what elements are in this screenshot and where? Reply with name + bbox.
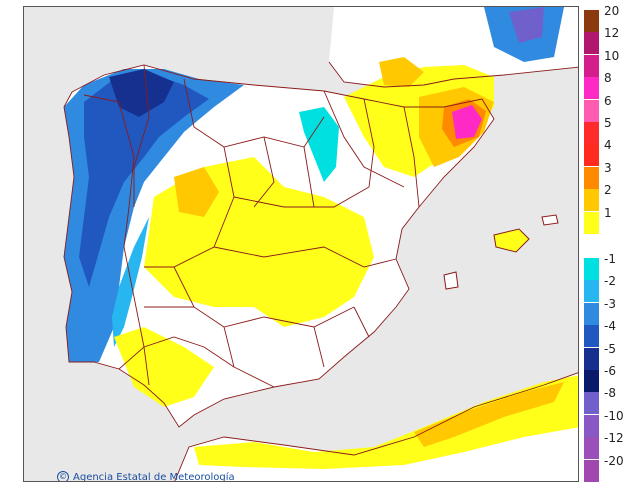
legend-row: 20 <box>584 5 628 32</box>
orange-anomaly-castilla <box>174 167 219 217</box>
legend-swatch <box>584 258 599 280</box>
magenta-anomaly-catalonia <box>452 105 482 139</box>
legend-swatch <box>584 414 599 437</box>
legend-swatch <box>584 99 599 122</box>
legend-swatch <box>584 459 599 482</box>
regional-borders <box>63 64 495 428</box>
legend-label: 12 <box>604 26 620 41</box>
legend-swatch <box>584 437 599 460</box>
balearic-ibiza <box>443 271 459 290</box>
legend-row: 5 <box>584 117 628 144</box>
legend-row: -8 <box>584 387 628 415</box>
legend-swatch <box>584 166 599 189</box>
legend-row: 4 <box>584 139 628 167</box>
legend-label: 8 <box>604 71 612 86</box>
legend-swatch <box>584 211 599 234</box>
cyan-anomaly-ebro <box>299 107 339 182</box>
orange-anomaly-france-south <box>379 57 424 87</box>
legend-swatch <box>584 144 599 167</box>
legend-row: -1 <box>584 253 628 280</box>
legend-swatch <box>584 370 599 392</box>
purple-anomaly-france <box>509 7 544 43</box>
legend-label: 5 <box>604 116 612 130</box>
legend-swatch <box>584 32 599 55</box>
legend-row: -5 <box>584 343 628 370</box>
legend-swatch <box>584 325 599 348</box>
yellow-anomaly-north-africa <box>194 375 578 469</box>
legend-row: 2 <box>584 184 628 212</box>
map-frame: © Agencia Estatal de Meteorología <box>23 6 579 482</box>
legend-label: -3 <box>604 296 616 311</box>
legend-row: 10 <box>584 50 628 77</box>
legend-swatch <box>584 77 599 100</box>
cyan-anomaly-edge <box>112 217 149 347</box>
legend-label: -10 <box>604 408 624 423</box>
temperature-anomaly-map <box>24 7 578 481</box>
yellow-anomaly-southwest <box>114 327 214 407</box>
legend-label: -12 <box>604 431 624 446</box>
legend-swatch <box>584 10 599 32</box>
legend-swatch <box>584 347 599 370</box>
legend-row: 6 <box>584 95 628 122</box>
orange-anomaly-north-africa <box>414 382 564 447</box>
legend-row: 1 <box>584 207 628 234</box>
legend-label: -5 <box>604 341 616 356</box>
dark-blue-anomaly-northwest <box>79 71 209 287</box>
legend-row: -3 <box>584 298 628 325</box>
legend-label: -4 <box>604 319 616 334</box>
legend-label: -20 <box>604 453 624 468</box>
copyright-icon: © <box>57 471 69 481</box>
aemet-credit: © Agencia Estatal de Meteorología <box>57 471 235 482</box>
legend-row: -4 <box>584 320 628 348</box>
legend-swatch <box>584 302 599 325</box>
portugal-border <box>83 94 150 386</box>
legend-swatch <box>584 54 599 77</box>
balearic-menorca <box>541 214 559 226</box>
legend: 20 12 10 8 6 5 4 3 2 1 -1 -2 -3 -4 -5 -6 -8 -10 -12 -20 <box>584 5 628 482</box>
legend-row: -10 <box>584 410 628 437</box>
legend-label: 3 <box>604 160 612 175</box>
legend-swatch <box>584 122 599 144</box>
legend-label: 20 <box>604 4 620 18</box>
legend-row: -20 <box>584 455 628 482</box>
legend-row: 8 <box>584 72 628 100</box>
legend-label: 4 <box>604 138 612 153</box>
legend-row: 3 <box>584 162 628 189</box>
legend-row: -2 <box>584 275 628 303</box>
legend-swatch <box>584 392 599 415</box>
legend-swatch <box>584 280 599 303</box>
legend-row: 12 <box>584 27 628 55</box>
legend-label: -6 <box>604 364 616 378</box>
legend-label: 1 <box>604 205 612 220</box>
legend-label: -8 <box>604 386 616 401</box>
legend-label: -1 <box>604 252 616 266</box>
balearic-mallorca <box>493 228 530 253</box>
france-border <box>328 61 578 88</box>
legend-label: 10 <box>604 48 620 63</box>
africa-coastline <box>174 372 578 481</box>
credit-text: Agencia Estatal de Meteorología <box>73 471 235 482</box>
legend-label: -2 <box>604 274 616 289</box>
legend-label: 6 <box>604 93 612 108</box>
legend-row: -6 <box>584 365 628 392</box>
legend-row: -12 <box>584 432 628 460</box>
legend-label: 2 <box>604 183 612 198</box>
navy-anomaly-galicia <box>109 69 174 117</box>
legend-swatch <box>584 189 599 212</box>
